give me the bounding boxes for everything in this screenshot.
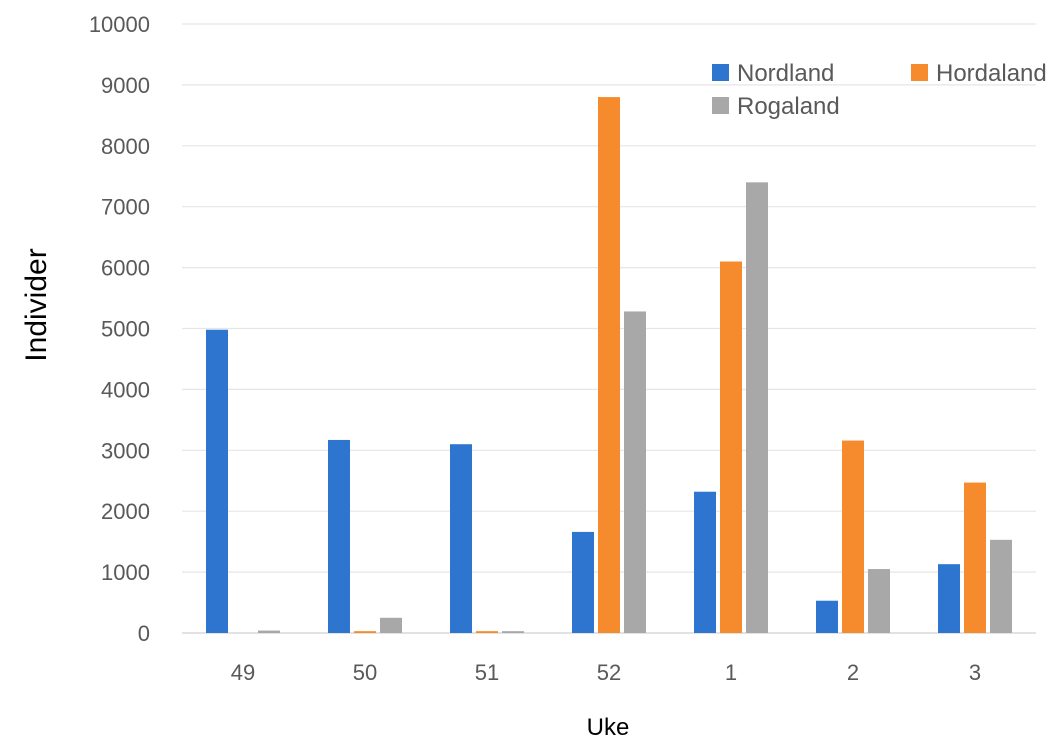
- bar-nordland-3: [938, 564, 960, 633]
- bar-nordland-51: [450, 444, 472, 633]
- bar-nordland-1: [694, 491, 716, 633]
- x-tick-label: 3: [969, 660, 981, 685]
- y-axis-title: Individer: [20, 248, 53, 361]
- x-axis-ticks: 49 50 51 52 1 2 3: [231, 660, 981, 685]
- y-tick-label: 3000: [101, 438, 150, 463]
- bar-hordaland-52: [598, 97, 620, 633]
- legend: Nordland Hordaland Rogaland: [712, 60, 1047, 120]
- y-tick-label: 6000: [101, 256, 150, 281]
- x-tick-label: 52: [597, 660, 621, 685]
- x-tick-label: 2: [847, 660, 859, 685]
- bar-rogaland-50: [380, 617, 402, 633]
- bar-rogaland-49: [258, 630, 280, 633]
- y-tick-label: 8000: [101, 134, 150, 159]
- y-tick-label: 9000: [101, 73, 150, 98]
- bar-rogaland-51: [502, 631, 524, 633]
- bar-hordaland-3: [964, 482, 986, 633]
- legend-swatch-rogaland: [712, 97, 729, 114]
- bars: [206, 97, 1012, 633]
- x-tick-label: 1: [725, 660, 737, 685]
- x-tick-label: 51: [475, 660, 499, 685]
- y-tick-label: 2000: [101, 499, 150, 524]
- y-tick-label: 4000: [101, 377, 150, 402]
- legend-label-hordaland: Hordaland: [936, 60, 1047, 87]
- bar-nordland-2: [816, 600, 838, 633]
- bar-nordland-50: [328, 439, 350, 633]
- bar-rogaland-1: [746, 182, 768, 633]
- bar-nordland-49: [206, 329, 228, 633]
- bar-hordaland-51: [476, 631, 498, 633]
- bar-hordaland-2: [842, 440, 864, 633]
- y-tick-label: 10000: [89, 12, 150, 37]
- bar-rogaland-2: [868, 569, 890, 633]
- bar-rogaland-3: [990, 539, 1012, 633]
- x-tick-label: 49: [231, 660, 255, 685]
- y-tick-label: 7000: [101, 195, 150, 220]
- legend-label-nordland: Nordland: [737, 60, 834, 87]
- bar-hordaland-50: [354, 631, 376, 633]
- legend-swatch-hordaland: [911, 64, 928, 81]
- bar-rogaland-52: [624, 311, 646, 633]
- y-tick-label: 1000: [101, 560, 150, 585]
- x-axis-title: Uke: [587, 714, 630, 741]
- bar-nordland-52: [572, 531, 594, 633]
- x-tick-label: 50: [353, 660, 377, 685]
- y-tick-label: 5000: [101, 317, 150, 342]
- bar-hordaland-1: [720, 261, 742, 633]
- y-axis-ticks: 0 1000 2000 3000 4000 5000 6000 7000 8000 9000 100…: [89, 12, 150, 646]
- y-tick-label: 0: [138, 621, 150, 646]
- legend-label-rogaland: Rogaland: [737, 93, 840, 120]
- legend-swatch-nordland: [712, 64, 729, 81]
